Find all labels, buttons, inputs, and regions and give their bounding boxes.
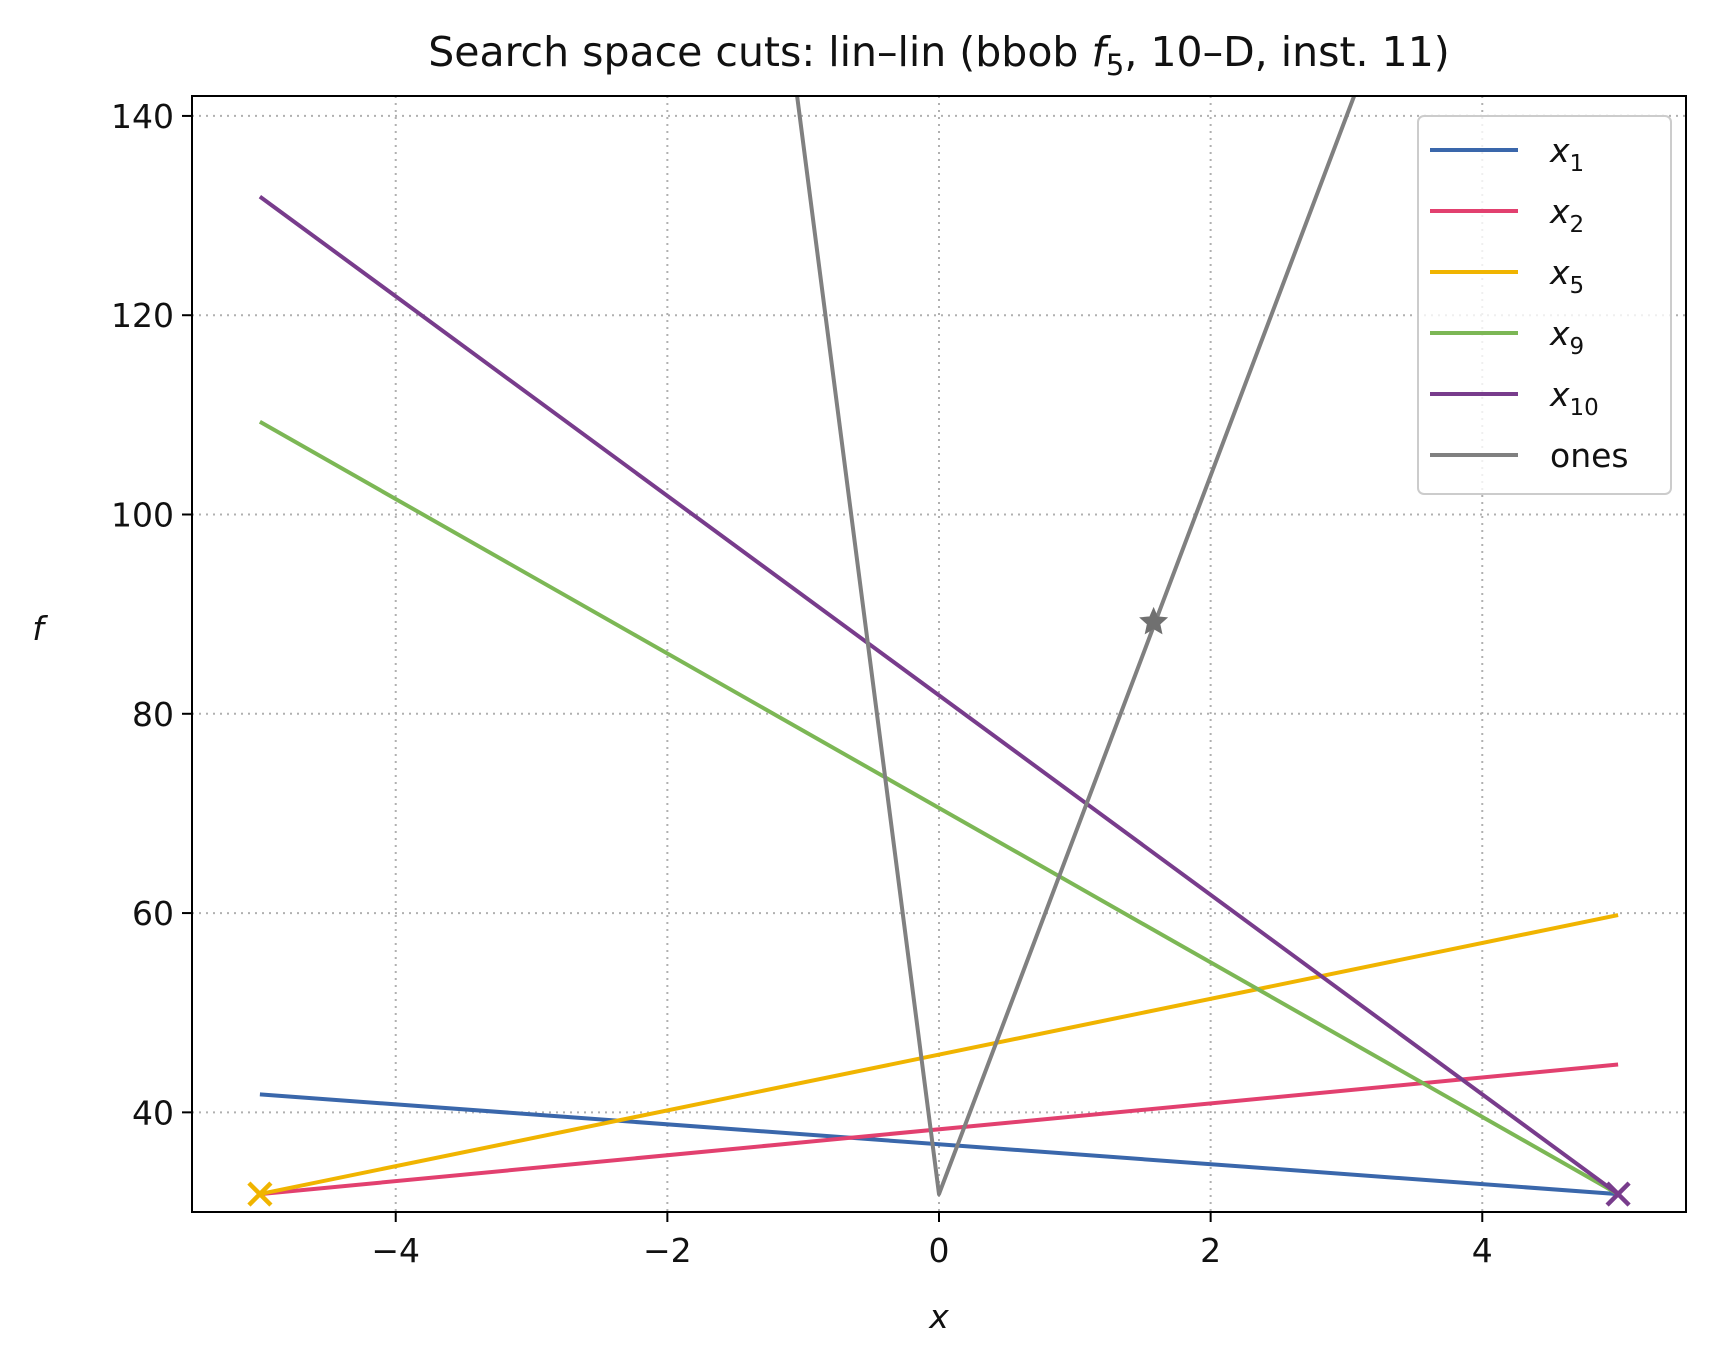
legend-label: x10 (1549, 375, 1599, 421)
y-tick-label: 40 (132, 1093, 174, 1132)
series-line-x1 (259, 1092, 1619, 1197)
y-tick-label: 120 (111, 296, 174, 335)
x-axis-ticks: −4 −2 0 2 4 (371, 1212, 1493, 1270)
x-marker (1605, 1181, 1631, 1207)
x-tick-label: −2 (643, 1231, 692, 1270)
x-tick-label: 2 (1200, 1231, 1221, 1270)
x-tick-label: −4 (371, 1231, 420, 1270)
series-lines (258, 96, 1620, 1197)
legend-label: x9 (1549, 314, 1584, 360)
legend-label: x2 (1549, 192, 1584, 238)
y-tick-label: 80 (132, 695, 174, 734)
series-line-ones (795, 96, 1357, 1197)
legend: x1 x2 x5 x9 x10 ones (1417, 115, 1672, 495)
legend-label: x5 (1549, 253, 1584, 299)
x-tick-label: 4 (1472, 1231, 1493, 1270)
series-line-x10 (258, 194, 1620, 1196)
chart-title: Search space cuts: lin–lin (bbob f5, 10–… (428, 28, 1450, 82)
y-tick-label: 60 (132, 894, 174, 933)
series-line-x9 (258, 420, 1620, 1196)
x-marker (247, 1181, 273, 1207)
legend-label: x1 (1549, 131, 1584, 177)
x-tick-label: 0 (929, 1231, 950, 1270)
star-marker (1139, 606, 1169, 635)
y-axis-ticks: 40 60 80 100 120 140 (111, 97, 192, 1132)
x-axis-label: x (928, 1297, 949, 1336)
series-line-x5 (259, 913, 1619, 1197)
legend-box (1417, 115, 1672, 495)
series-line-x2 (259, 1062, 1619, 1197)
y-tick-label: 100 (111, 496, 174, 535)
markers (247, 606, 1631, 1207)
y-tick-label: 140 (111, 97, 174, 136)
legend-label: ones (1550, 436, 1629, 475)
